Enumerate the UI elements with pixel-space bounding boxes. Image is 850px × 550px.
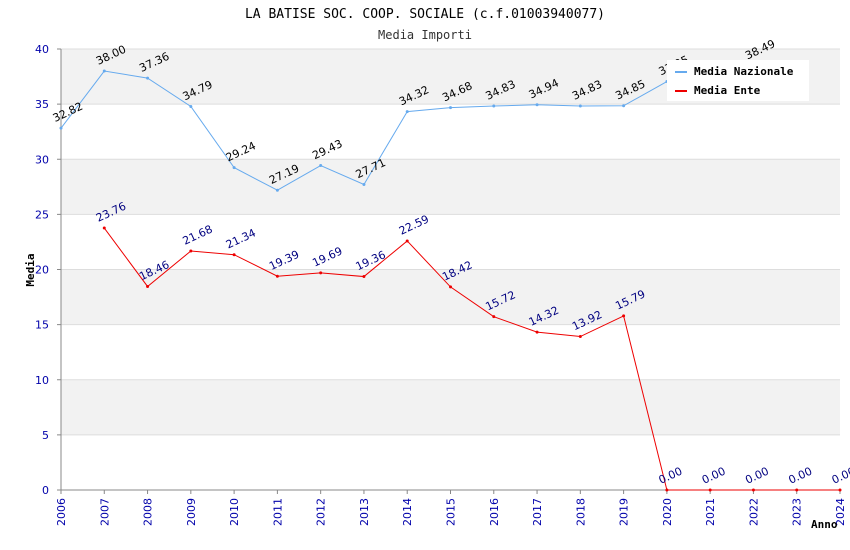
y-tick-label: 40 (35, 43, 49, 56)
y-tick-label: 35 (35, 98, 49, 111)
x-tick-label: 2011 (271, 498, 284, 526)
grid-band (61, 324, 840, 380)
x-tick-label: 2022 (747, 498, 760, 526)
data-point (578, 335, 582, 339)
x-tick-label: 2019 (618, 498, 631, 526)
data-point (59, 126, 63, 130)
x-tick-label: 2008 (142, 498, 155, 526)
x-tick-label: 2018 (574, 498, 587, 526)
data-point (751, 488, 755, 492)
data-point (362, 182, 366, 186)
y-tick-label: 20 (35, 264, 49, 277)
grid-bands (61, 49, 840, 490)
y-tick-label: 10 (35, 374, 49, 387)
x-tick-label: 2013 (358, 498, 371, 526)
data-point (622, 104, 626, 108)
x-tick-label: 2023 (791, 498, 804, 526)
data-point (492, 315, 496, 319)
data-point (232, 253, 236, 257)
data-point (275, 188, 279, 192)
series-line-1 (103, 227, 840, 491)
x-tick-label: 2009 (185, 498, 198, 526)
x-tick-label: 2006 (55, 498, 68, 526)
x-tick-label: 2021 (704, 498, 717, 526)
x-tick-label: 2020 (661, 498, 674, 526)
data-point (838, 488, 842, 492)
data-point (319, 271, 323, 275)
y-tick-label: 25 (35, 208, 49, 221)
x-axis-label: Anno (811, 518, 838, 531)
grid-band (61, 269, 840, 325)
grid-band (61, 104, 840, 160)
grid-band (61, 379, 840, 435)
grid-band (61, 159, 840, 215)
y-axis-label: Media (24, 253, 37, 286)
x-tick-label: 2024 (834, 498, 847, 526)
data-point (275, 274, 279, 278)
data-point (146, 284, 150, 288)
data-point (232, 166, 236, 170)
chart-subtitle: Media Importi (378, 28, 472, 42)
x-axis-ticks: 2006 2007 2008 2009 2010 2011 2012 2013 2014 2015… (55, 490, 847, 526)
x-tick-label: 2007 (98, 498, 111, 526)
data-point (795, 488, 799, 492)
data-point (449, 106, 452, 110)
data-point (405, 239, 409, 243)
legend: Media Nazionale Media Ente (667, 60, 809, 101)
y-axis-ticks: 0 5 10 15 20 25 30 35 40 (35, 43, 61, 497)
data-point (535, 103, 539, 107)
data-point (102, 69, 106, 73)
x-tick-label: 2010 (228, 498, 241, 526)
legend-label-nazionale: Media Nazionale (694, 65, 794, 78)
data-point (535, 330, 539, 334)
x-tick-label: 2014 (401, 498, 414, 526)
data-point (449, 285, 452, 289)
y-tick-label: 5 (42, 429, 49, 442)
legend-box (667, 60, 809, 101)
x-tick-label: 2016 (488, 498, 501, 526)
data-point (362, 275, 366, 279)
x-tick-label: 2012 (315, 498, 328, 526)
data-point (189, 104, 193, 108)
data-point (665, 488, 669, 492)
x-tick-label: 2017 (531, 498, 544, 526)
y-tick-label: 0 (42, 484, 49, 497)
grid-band (61, 214, 840, 270)
y-tick-label: 30 (35, 153, 49, 166)
data-point (319, 164, 323, 168)
x-tick-label: 2015 (445, 498, 458, 526)
y-tick-label: 15 (35, 319, 49, 332)
grid-band (61, 434, 840, 490)
data-point (405, 110, 409, 114)
data-point (189, 249, 193, 253)
data-point (578, 104, 582, 108)
data-point (622, 314, 626, 318)
data-point (708, 488, 712, 492)
chart-title: LA BATISE SOC. COOP. SOCIALE (c.f.010039… (245, 7, 605, 22)
legend-label-ente: Media Ente (694, 84, 761, 97)
data-point (492, 104, 496, 108)
data-point (102, 226, 106, 230)
data-point (146, 76, 150, 80)
